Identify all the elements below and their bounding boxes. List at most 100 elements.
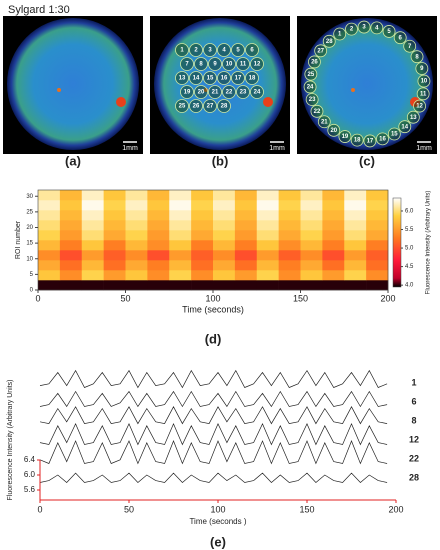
roi-label: 10 [421, 79, 428, 85]
heat-cell [81, 220, 104, 231]
heat-cell [213, 200, 236, 211]
roi [308, 55, 321, 69]
heat-cell [81, 230, 104, 241]
roi-label: 27 [317, 48, 324, 54]
roi-label: 24 [254, 90, 261, 96]
heat-cell [191, 230, 214, 241]
trace [39, 423, 388, 446]
roi [333, 27, 347, 41]
x-tick-label: 50 [120, 293, 130, 303]
heat-cell [256, 210, 279, 221]
roi-label: 6 [250, 48, 254, 54]
heat-cell [169, 210, 192, 221]
heat-cell [300, 210, 323, 221]
roi-label: 21 [321, 119, 328, 125]
heat-cell [256, 280, 279, 291]
heat-cell [300, 240, 323, 251]
heat-cell [38, 230, 61, 241]
roi [393, 31, 407, 45]
heat-cell [81, 240, 104, 251]
roi-label: 9 [420, 66, 424, 72]
heat-cell [191, 250, 214, 261]
roi-label: 21 [212, 90, 219, 96]
heat-cell [234, 250, 258, 261]
heat-cell [366, 230, 389, 241]
y-tick-label: 6.4 [24, 455, 36, 464]
heat-cell [169, 220, 192, 231]
heat-cell [147, 200, 170, 211]
trace-label: 22 [409, 453, 419, 463]
heat-cell [125, 210, 148, 221]
heat-cell [59, 200, 83, 211]
heat-cell [147, 240, 170, 251]
roi-label: 13 [410, 115, 417, 121]
heat-cell [103, 200, 126, 211]
heat-cell [278, 210, 301, 221]
roi [410, 50, 424, 64]
heat-cell [300, 220, 323, 231]
heat-cell [322, 190, 345, 201]
heat-cell [38, 260, 61, 271]
y-tick-label: 20 [26, 225, 33, 231]
heat-cell [344, 190, 367, 201]
heat-cell [191, 200, 214, 211]
heat-cell [125, 230, 148, 241]
roi-label: 16 [379, 136, 386, 142]
roi [406, 110, 420, 124]
heat-cell [366, 250, 389, 261]
heat-cell [191, 220, 214, 231]
roi-label: 8 [415, 54, 419, 60]
roi [350, 133, 364, 147]
roi [382, 25, 396, 38]
heat-cell [322, 280, 345, 291]
heat-cell [59, 270, 83, 281]
roi-label: 4 [375, 25, 379, 31]
heat-cell [366, 210, 389, 221]
roi-label: 1 [338, 32, 342, 38]
heat-cell [344, 270, 367, 281]
heat-cell [38, 210, 61, 221]
heat-cell [191, 280, 214, 291]
roi [376, 132, 389, 146]
y-axis-label: ROI number [15, 220, 22, 259]
roi-label: 26 [193, 104, 200, 110]
roi [345, 22, 358, 36]
heat-cell [38, 240, 61, 251]
heat-cell [256, 260, 279, 271]
heat-cell [59, 240, 83, 251]
y-tick-label: 6.0 [24, 470, 36, 479]
title: Sylgard 1:30 [8, 4, 70, 16]
colorbar [392, 197, 402, 288]
heat-cell [81, 210, 104, 221]
roi [217, 71, 231, 85]
trace [39, 406, 388, 425]
roi [327, 123, 341, 137]
heat-cell [191, 270, 214, 281]
roi [189, 71, 203, 85]
trace-label: 1 [411, 377, 416, 387]
heat-cell [234, 270, 258, 281]
heat-cell [278, 280, 301, 291]
heat-cell [278, 200, 301, 211]
heat-cell [234, 240, 258, 251]
roi [317, 115, 331, 129]
heat-cell [366, 190, 389, 201]
roi [217, 99, 231, 113]
y-tick-label: 5.6 [24, 485, 36, 494]
heat-cell [125, 240, 148, 251]
heat-cell [300, 280, 323, 291]
heat-cell [234, 190, 258, 201]
trace [39, 390, 388, 408]
roi [304, 67, 318, 81]
heat-cell [278, 270, 301, 281]
roi [203, 43, 217, 57]
heat-cell [103, 240, 126, 251]
heat-cell [147, 280, 170, 291]
roi [305, 93, 319, 106]
heat-cell [300, 270, 323, 281]
roi [413, 99, 426, 113]
roi [417, 74, 431, 88]
heat-cell [366, 200, 389, 211]
x-tick-label: 150 [299, 504, 314, 514]
roi-label: 11 [420, 91, 427, 97]
